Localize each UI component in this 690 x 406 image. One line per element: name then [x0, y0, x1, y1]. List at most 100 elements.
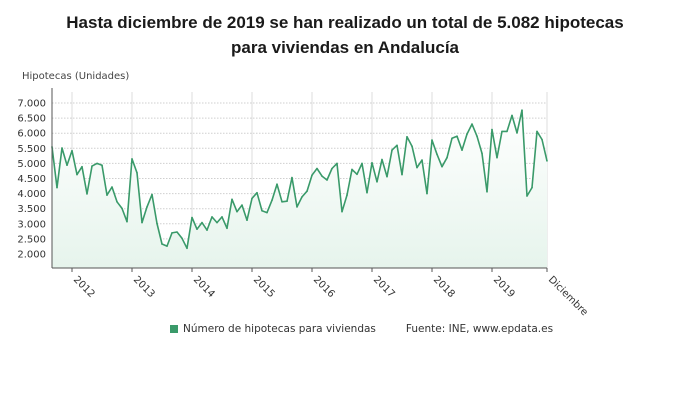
data-point — [466, 133, 468, 135]
data-point — [391, 149, 393, 151]
data-point — [196, 228, 198, 230]
y-tick-label: 5.500 — [17, 144, 46, 155]
data-point — [536, 130, 538, 133]
x-tick-label: 2017 — [371, 274, 397, 300]
data-point — [251, 197, 253, 200]
y-tick-label: 6.000 — [17, 129, 46, 140]
x-tick-label: 2018 — [431, 274, 457, 300]
legend: Número de hipotecas para viviendas Fuent… — [170, 323, 590, 335]
data-point — [71, 149, 73, 152]
data-point — [256, 191, 258, 194]
data-point — [326, 179, 328, 181]
chart-title-line-1: Hasta diciembre de 2019 se han realizado… — [66, 13, 624, 32]
data-point — [366, 191, 368, 194]
data-point — [506, 130, 508, 133]
data-point — [371, 162, 373, 164]
data-point — [306, 190, 308, 192]
data-point — [176, 231, 178, 233]
data-point — [396, 144, 398, 147]
data-point — [91, 165, 93, 167]
data-point — [461, 149, 463, 151]
data-point — [211, 216, 213, 218]
data-point — [231, 198, 233, 201]
data-point — [236, 210, 238, 213]
data-point — [401, 173, 403, 176]
data-point — [86, 193, 88, 195]
data-point — [151, 193, 153, 196]
y-tick-label: 4.000 — [17, 189, 46, 200]
chart-title: Hasta diciembre de 2019 se han realizado… — [10, 10, 680, 60]
data-point — [456, 135, 458, 137]
data-point — [436, 153, 438, 156]
data-point — [246, 219, 248, 221]
y-tick-label: 2.500 — [17, 234, 46, 245]
data-point — [286, 200, 288, 202]
data-point — [296, 206, 298, 208]
data-point — [241, 204, 243, 206]
legend-swatch — [170, 325, 178, 333]
data-point — [81, 165, 83, 168]
y-tick-label: 5.000 — [17, 159, 46, 170]
data-point — [216, 221, 218, 224]
data-point — [121, 207, 123, 210]
x-tick-label: 2013 — [131, 274, 157, 300]
data-point — [346, 194, 348, 196]
data-point — [426, 192, 428, 195]
data-point — [111, 186, 113, 188]
data-point — [76, 173, 78, 176]
data-point — [546, 160, 548, 162]
data-point — [61, 147, 63, 149]
x-tick-label: 2014 — [191, 274, 217, 300]
data-point — [511, 114, 513, 117]
data-point — [221, 216, 223, 218]
data-point — [126, 220, 128, 223]
legend-series-label[interactable]: Número de hipotecas para viviendas — [183, 323, 376, 335]
data-point — [451, 137, 453, 140]
data-point — [441, 165, 443, 168]
data-point — [376, 181, 378, 183]
data-point — [336, 162, 338, 165]
data-point — [501, 130, 503, 133]
data-point — [361, 162, 363, 165]
data-point — [381, 158, 383, 161]
x-tick-label: 2012 — [71, 274, 97, 300]
y-tick-label: 6.500 — [17, 114, 46, 125]
data-point — [431, 139, 433, 141]
data-point — [171, 232, 173, 234]
y-tick-label: 3.000 — [17, 219, 46, 230]
data-point — [311, 174, 313, 176]
data-point — [331, 167, 333, 170]
y-tick-label: 7.000 — [17, 99, 46, 110]
data-point — [471, 123, 473, 125]
data-point — [116, 201, 118, 203]
data-point — [341, 210, 343, 213]
x-tick-label: 2015 — [251, 274, 277, 300]
data-point — [106, 194, 108, 196]
source-note: Fuente: INE, www.epdata.es — [405, 323, 554, 335]
data-point — [496, 156, 498, 159]
data-point — [411, 145, 413, 147]
data-point — [56, 186, 58, 189]
data-point — [486, 191, 488, 193]
data-point — [316, 167, 318, 170]
data-point — [141, 221, 143, 224]
y-axis-title: Hipotecas (Unidades) — [22, 71, 129, 82]
data-point — [201, 221, 203, 224]
data-point — [446, 156, 448, 159]
data-point — [481, 152, 483, 155]
data-point — [386, 175, 388, 178]
data-point — [521, 109, 523, 111]
data-point — [131, 158, 133, 160]
data-point — [161, 243, 163, 245]
data-point — [66, 164, 68, 166]
x-tick-label: Diciembre — [546, 274, 590, 318]
x-tick-label: 2016 — [311, 274, 337, 300]
data-point — [421, 159, 423, 161]
data-point — [226, 227, 228, 230]
data-point — [181, 237, 183, 240]
series-line — [51, 109, 548, 250]
data-point — [156, 222, 158, 225]
x-tick-label: 2019 — [491, 274, 517, 300]
data-point — [516, 132, 518, 134]
